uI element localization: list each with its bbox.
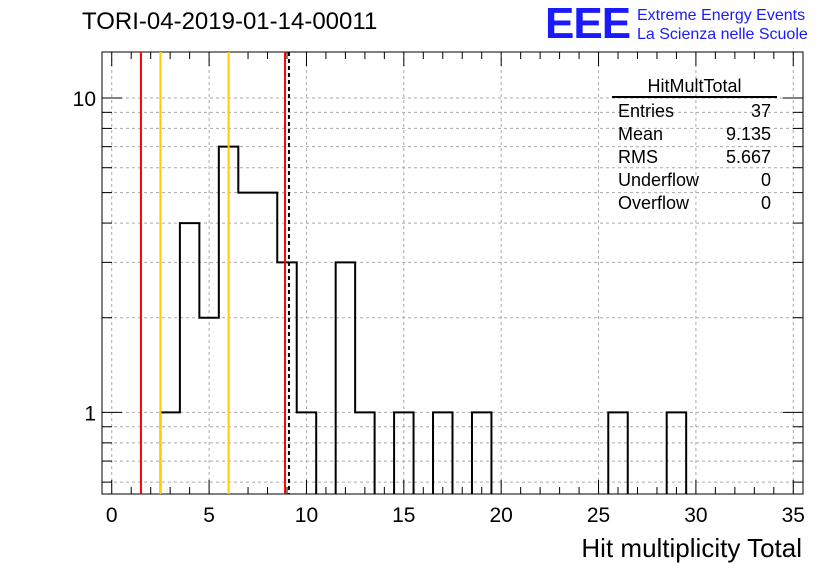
histogram-bin: [667, 412, 686, 494]
x-tick-label: 10: [295, 504, 318, 527]
stats-row: RMS 5.667: [612, 146, 777, 169]
y-tick-label: 1: [84, 402, 96, 425]
x-axis-label: Hit multiplicity Total: [581, 533, 802, 563]
histogram-bin: [394, 412, 413, 494]
logo-line-1: Extreme Energy Events: [637, 7, 806, 24]
stats-row: Underflow 0: [612, 169, 777, 192]
y-tick-label: 10: [73, 88, 96, 111]
stats-row: Overflow 0: [612, 192, 777, 215]
histogram-bin: [258, 193, 277, 494]
stats-label: Entries: [618, 101, 675, 121]
histogram-bin: [160, 412, 179, 494]
histogram-series: [159, 145, 688, 494]
histogram-bin: [277, 262, 296, 494]
plot-title: TORI-04-2019-01-14-00011: [82, 8, 378, 35]
logo-line-2: La Scienza nelle Scuole: [637, 26, 808, 43]
x-tick-label: 20: [490, 504, 513, 527]
stats-label: RMS: [618, 147, 658, 167]
histogram-bin: [355, 412, 374, 494]
histogram-bin: [336, 262, 355, 494]
x-tick-label: 30: [684, 504, 707, 527]
x-tick-label: 25: [587, 504, 610, 527]
stats-label: Mean: [618, 124, 664, 144]
stats-value: 0: [760, 170, 771, 190]
stats-value: 37: [750, 101, 771, 121]
logo-caption: Extreme Energy Events La Scienza nelle S…: [637, 6, 808, 44]
stats-label: Underflow: [618, 170, 700, 190]
stats-value: 0: [760, 193, 771, 213]
histogram-bin: [180, 223, 199, 494]
histogram-bin: [472, 412, 491, 494]
histogram-bin: [433, 412, 452, 494]
x-tick-label: 35: [782, 504, 805, 527]
histogram-bin: [238, 193, 257, 494]
logo-mark: EEE: [545, 0, 631, 48]
stats-title: HitMultTotal: [612, 76, 777, 98]
histogram-bin: [608, 412, 627, 494]
x-tick-label: 15: [392, 504, 415, 527]
stats-value: 9.135: [725, 124, 771, 144]
histogram-bin: [297, 412, 316, 494]
stats-row: Mean 9.135: [612, 123, 777, 146]
x-tick-label: 5: [203, 504, 215, 527]
histogram-bin: [199, 318, 218, 494]
stats-row: Entries 37: [612, 100, 777, 123]
stats-box: HitMultTotal Entries 37 Mean 9.135 RMS 5…: [612, 76, 777, 215]
stats-value: 5.667: [725, 147, 771, 167]
stats-label: Overflow: [618, 193, 690, 213]
x-tick-label: 0: [106, 504, 118, 527]
